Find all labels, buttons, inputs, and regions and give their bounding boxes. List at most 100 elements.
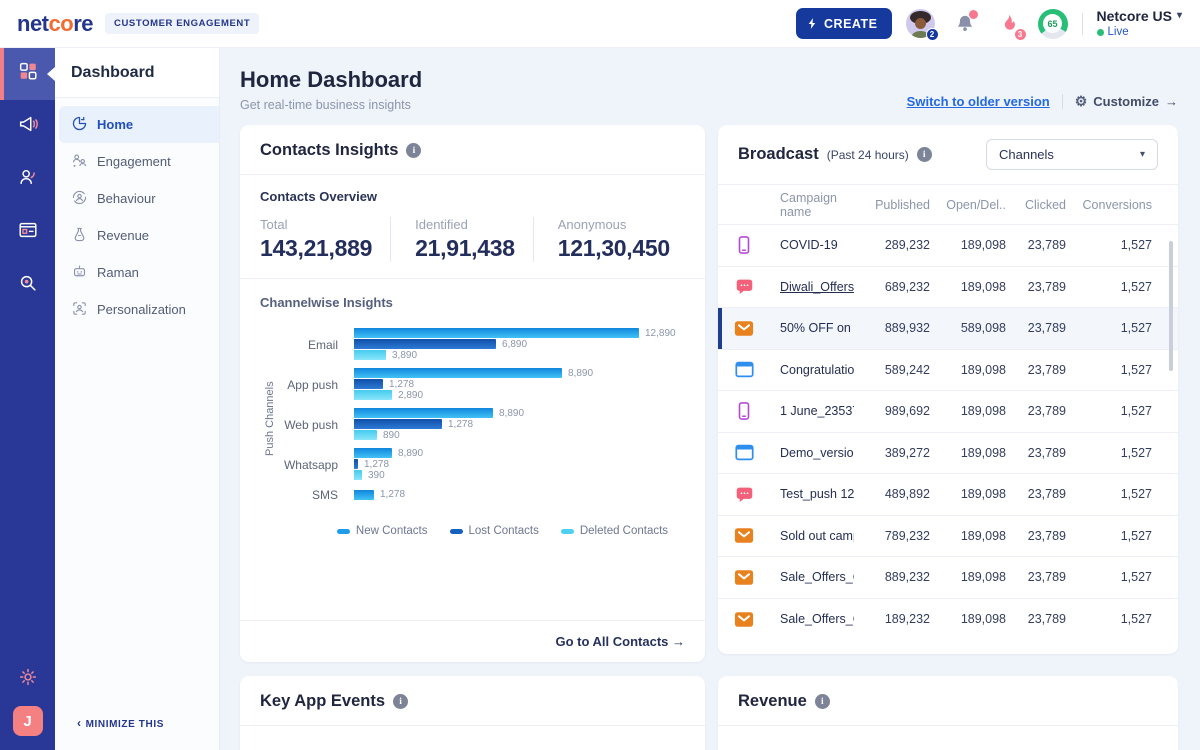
table-row[interactable]: 1 June_23537 989,692 189,098 23,789 1,527 — [718, 391, 1178, 433]
sidebar-item-behaviour[interactable]: Behaviour — [59, 180, 219, 217]
bar-deleted-contacts[interactable] — [354, 430, 377, 440]
campaign-name[interactable]: Sale_Offers_Camp... — [780, 612, 854, 627]
profile-j-tile[interactable]: J — [12, 706, 43, 736]
create-button[interactable]: CREATE — [796, 8, 892, 39]
sidebar-panel: Dashboard Home Engagement Behaviour Revenue… — [55, 47, 220, 750]
campaign-name[interactable]: Test_push 1236 — [780, 487, 854, 502]
clicked-value: 23,789 — [1027, 445, 1066, 460]
table-row[interactable]: Demo_version@2 389,272 189,098 23,789 1,527 — [718, 433, 1178, 474]
campaign-name[interactable]: Sold out campaign — [780, 528, 854, 543]
table-row[interactable]: Diwali_Offers@2020 689,232 189,098 23,789 1,… — [718, 267, 1178, 308]
bar-lost-contacts[interactable] — [354, 459, 358, 469]
table-row[interactable]: Sale_Offers_Camp... 889,232 189,098 23,789 1… — [718, 557, 1178, 599]
campaign-name[interactable]: Diwali_Offers@2020 — [780, 279, 854, 294]
rail-item-megaphone[interactable] — [0, 100, 55, 153]
whats-new-flame[interactable]: 3 — [994, 9, 1027, 41]
campaign-name[interactable]: 1 June_23537 — [780, 404, 854, 419]
bar-lost-contacts[interactable] — [354, 339, 496, 349]
chart-category-label: Web push — [284, 417, 338, 432]
legend-label: New Contacts — [355, 525, 428, 537]
card-title: Broadcast — [738, 145, 819, 163]
rail-item-settings[interactable] — [0, 653, 55, 706]
page-subtitle: Get real-time business insights — [240, 98, 411, 112]
bar-value-label: 2,890 — [398, 389, 424, 401]
bar-new-contacts[interactable] — [354, 328, 639, 338]
campaign-name[interactable]: Congratulation won e... — [780, 362, 854, 377]
rail-item-contacts[interactable] — [0, 153, 55, 206]
email-icon — [734, 526, 754, 546]
chart-category-label: Whatsapp — [283, 457, 338, 472]
published-value: 389,272 — [884, 445, 930, 460]
go-to-all-contacts-link[interactable]: Go to All Contacts → — [555, 634, 685, 649]
page-title: Home Dashboard — [240, 67, 423, 92]
contacts-insights-card: Contacts Insights i Contacts Overview To… — [240, 125, 705, 662]
netcore-logo[interactable]: netcore — [17, 11, 93, 37]
broadcast-table: Campaign name Published Open/Del.. Clicked C… — [718, 185, 1178, 654]
table-row[interactable]: 50% OFF on Tshits 889,932 589,098 23,789 1,5… — [718, 308, 1178, 350]
info-icon[interactable]: i — [814, 694, 830, 709]
stat-label: Identified — [415, 217, 468, 232]
column-header: Open/Del.. — [946, 197, 1006, 212]
bar-deleted-contacts[interactable] — [354, 350, 386, 360]
bar-deleted-contacts[interactable] — [354, 470, 362, 480]
sidebar-item-personalization[interactable]: Personalization — [59, 291, 219, 328]
sidebar-item-engagement[interactable]: Engagement — [59, 143, 219, 180]
sidebar-nav: Home Engagement Behaviour Revenue Raman Perso… — [55, 98, 219, 328]
chart-bar-group: Email 12,890 6,890 3,890 — [276, 328, 685, 361]
contacts-icon — [17, 166, 39, 193]
table-row[interactable]: Congratulation won e... 589,242 189,098 23,… — [718, 350, 1178, 391]
stat-value: 121,30,450 — [557, 235, 670, 261]
info-icon[interactable]: i — [393, 694, 409, 709]
channels-filter-dropdown[interactable]: Channels ▾ — [986, 139, 1158, 170]
footer-link-label: Go to All Contacts — [555, 634, 669, 649]
conversions-value: 1,527 — [1120, 528, 1152, 543]
sidebar-item-home[interactable]: Home — [59, 106, 219, 143]
chart-bar-group: Whatsapp 8,890 1,278 390 — [276, 448, 685, 481]
user-avatar[interactable]: 2 — [906, 9, 939, 41]
table-row[interactable]: Sale_Offers_Camp... 189,232 189,098 23,789 1… — [718, 599, 1178, 641]
table-row[interactable]: COVID-19 289,232 189,098 23,789 1,527 — [718, 225, 1178, 267]
column-header: Conversions — [1082, 197, 1152, 212]
setup-progress-ring[interactable]: 65 — [1037, 8, 1068, 39]
rail-item-search[interactable] — [0, 259, 55, 312]
bar-new-contacts[interactable] — [354, 368, 562, 378]
bar-new-contacts[interactable] — [354, 448, 392, 458]
bell-icon — [957, 15, 972, 31]
minimize-panel-button[interactable]: ‹ MINIMIZE THIS — [55, 716, 219, 750]
campaign-name[interactable]: Demo_version@2 — [780, 445, 854, 460]
table-body: COVID-19 289,232 189,098 23,789 1,527 Diwali_… — [718, 225, 1178, 640]
published-value: 689,232 — [884, 279, 930, 294]
bar-deleted-contacts[interactable] — [354, 390, 392, 400]
customize-button[interactable]: ⚙ Customize → — [1075, 93, 1178, 110]
sidebar-item-revenue[interactable]: Revenue — [59, 217, 219, 254]
sidebar-item-raman[interactable]: Raman — [59, 254, 219, 291]
notifications-bell[interactable] — [950, 9, 980, 39]
bar-lost-contacts[interactable] — [354, 379, 383, 389]
create-label: CREATE — [824, 16, 878, 31]
info-icon[interactable]: i — [406, 143, 422, 158]
switch-older-version-link[interactable]: Switch to older version — [906, 94, 1050, 109]
clicked-value: 23,789 — [1027, 528, 1066, 543]
info-icon[interactable]: i — [916, 147, 932, 162]
product-badge: CUSTOMER ENGAGEMENT — [104, 13, 260, 34]
bar-lost-contacts[interactable] — [354, 419, 442, 429]
campaign-name[interactable]: Sale_Offers_Camp... — [780, 570, 854, 585]
dropdown-value: Channels — [999, 147, 1054, 162]
dashboard-grid-icon — [17, 60, 39, 87]
rail-item-browser[interactable] — [0, 206, 55, 259]
account-switcher[interactable]: Netcore US ▾ Live — [1096, 8, 1182, 40]
scrollbar-thumb[interactable] — [1169, 241, 1173, 371]
table-row[interactable]: Sold out campaign 789,232 189,098 23,789 1,5… — [718, 516, 1178, 557]
campaign-name[interactable]: 50% OFF on Tshits — [780, 321, 854, 336]
column-header: Published — [875, 197, 930, 212]
published-value: 189,232 — [884, 612, 930, 627]
bar-value-label: 390 — [368, 469, 385, 481]
campaign-name[interactable]: COVID-19 — [780, 238, 838, 253]
bar-new-contacts[interactable] — [354, 408, 493, 418]
chevron-down-icon: ▾ — [1176, 10, 1182, 22]
bar-new-contacts[interactable] — [354, 489, 374, 500]
rail-item-dashboard-grid[interactable] — [0, 47, 55, 100]
table-row[interactable]: Test_push 1236 489,892 189,098 23,789 1,527 — [718, 474, 1178, 516]
published-value: 589,242 — [884, 362, 930, 377]
conversions-value: 1,527 — [1120, 612, 1152, 627]
